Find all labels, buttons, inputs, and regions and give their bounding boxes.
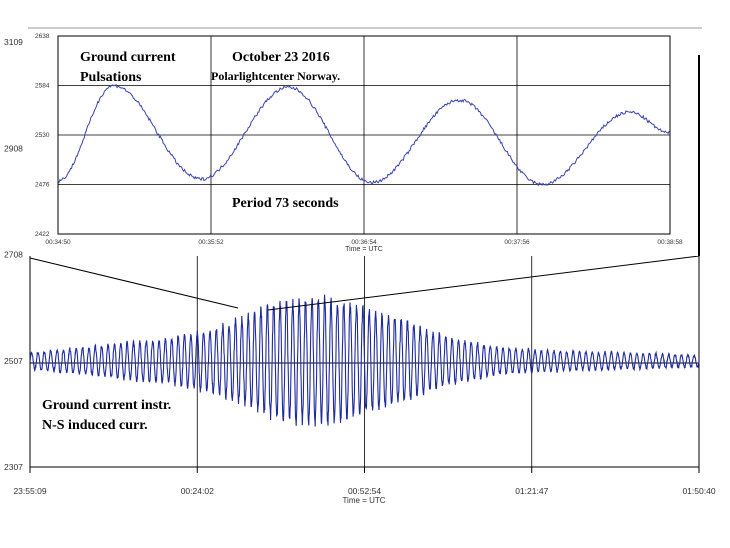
inset-x-tick-label: 00:37:56 — [504, 239, 530, 246]
inset-y-tick-label: 2422 — [35, 231, 50, 238]
inset-x-axis-label: Time = UTC — [345, 246, 383, 253]
inset-x-tick-label: 00:38:58 — [657, 239, 683, 246]
inset-series-line — [57, 83, 671, 187]
main-annotation-2: N-S induced curr. — [42, 418, 148, 433]
main-x-tick-label: 23:55:09 — [13, 486, 46, 496]
inset-grid — [58, 36, 670, 234]
inset-annotation-location: Polarlightcenter Norway. — [211, 69, 340, 83]
main-x-tick-label: 01:50:40 — [682, 486, 715, 496]
inset-y-tick-label: 2476 — [35, 182, 50, 189]
main-x-tick-label: 00:52:54 — [348, 486, 381, 496]
inset-y-tick-label: 2638 — [35, 33, 50, 40]
zoom-connector-left — [29, 257, 239, 309]
main-x-ticks: 23:55:09 00:24:02 00:52:54 01:21:47 01:50:40 — [13, 467, 716, 496]
inset-y-tick-label: 2584 — [35, 83, 50, 90]
main-y-ticks: 3109 2908 2708 2507 2307 — [4, 37, 23, 472]
inset-x-tick-label: 00:35:52 — [198, 239, 224, 246]
main-y-tick-label: 2908 — [4, 144, 23, 154]
main-y-tick-label: 3109 — [4, 37, 23, 47]
main-x-axis-label: Time = UTC — [342, 496, 385, 505]
inset-annotation-title-1: Ground current — [80, 50, 176, 65]
main-y-tick-label: 2708 — [4, 250, 23, 260]
main-x-tick-label: 00:24:02 — [181, 486, 214, 496]
main-annotation-1: Ground current instr. — [42, 398, 171, 413]
main-y-tick-label: 2507 — [4, 356, 23, 366]
main-x-tick-label: 01:21:47 — [515, 486, 548, 496]
zoom-connector-right — [267, 255, 700, 311]
main-series-line — [29, 294, 700, 427]
inset-x-ticks: 00:34:50 00:35:52 00:36:54 00:37:56 00:38:58 — [45, 239, 683, 246]
inset-y-tick-label: 2530 — [35, 132, 50, 139]
inset-x-tick-label: 00:36:54 — [351, 239, 377, 246]
main-y-tick-label: 2307 — [4, 462, 23, 472]
inset-x-tick-label: 00:34:50 — [45, 239, 71, 246]
inset-annotation-title-2: Pulsations — [80, 70, 142, 85]
inset-y-ticks: 2638 2584 2530 2476 2422 — [35, 33, 50, 238]
inset-annotation-date: October 23 2016 — [232, 50, 330, 65]
inset-annotation-period: Period 73 seconds — [232, 196, 339, 211]
